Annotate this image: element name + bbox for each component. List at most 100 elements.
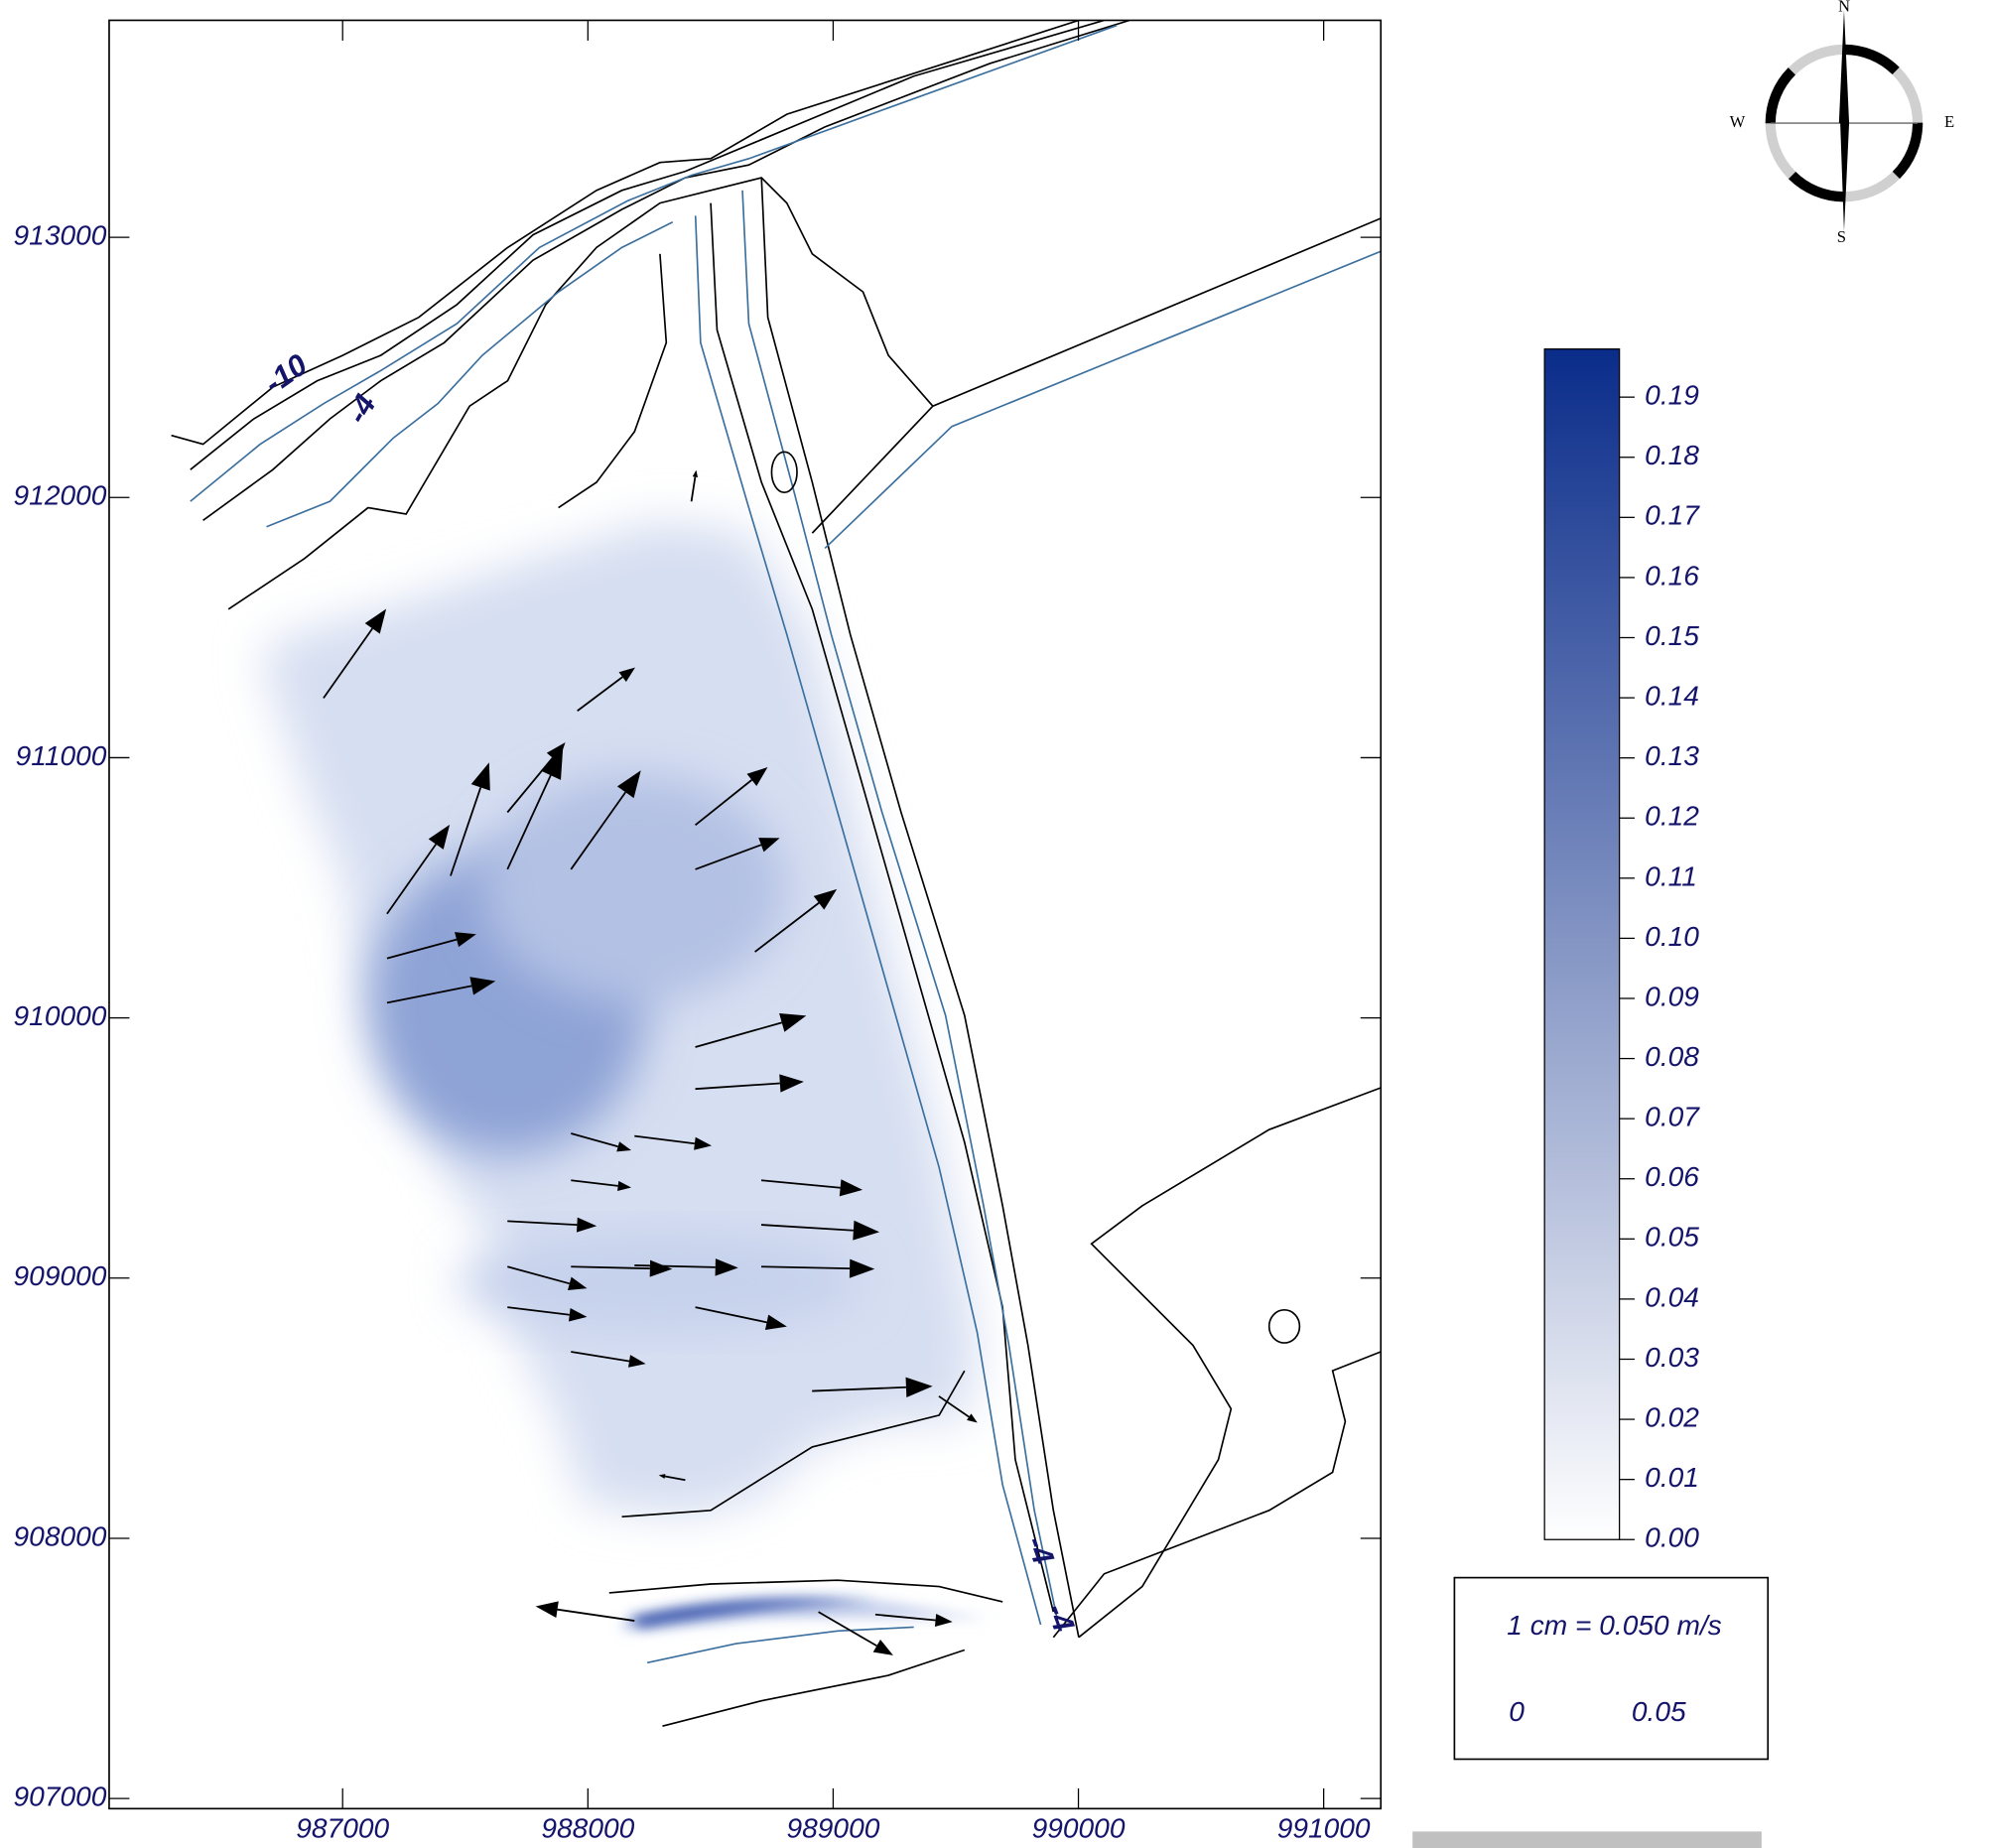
contour-line	[811, 217, 1382, 534]
velocity-arrow-shaft	[507, 1265, 571, 1285]
contour-line	[646, 1626, 914, 1664]
velocity-arrow	[571, 1351, 646, 1368]
velocity-arrow-shaft	[571, 1132, 618, 1148]
contour-label: -4	[339, 388, 383, 429]
velocity-arrow-shaft	[695, 844, 762, 870]
velocity-arrow	[658, 1474, 686, 1482]
y-tick-label: 908000	[14, 1520, 107, 1551]
colorbar-tick-label: 0.04	[1645, 1281, 1699, 1312]
speed-field	[457, 1231, 863, 1333]
colorbar-tick-label: 0.19	[1645, 380, 1699, 411]
velocity-arrow-shaft	[507, 1220, 578, 1227]
velocity-arrow-shaft	[812, 1386, 906, 1392]
velocity-arrow-head	[779, 1074, 804, 1093]
velocity-arrow	[507, 1217, 597, 1233]
colorbar-tick-label: 0.17	[1645, 500, 1700, 531]
velocity-arrow-shaft	[695, 1021, 782, 1048]
velocity-arrow-head	[617, 1180, 632, 1191]
velocity-arrow-shaft	[570, 791, 626, 870]
velocity-arrow-shaft	[450, 787, 482, 876]
velocity-arrow-shaft	[571, 1265, 650, 1270]
velocity-arrow-head	[428, 824, 451, 850]
scroll-bar	[1412, 1831, 1762, 1848]
velocity-arrow-shaft	[695, 1306, 767, 1324]
velocity-arrow-head	[469, 977, 496, 995]
colorbar-tick-label: 0.02	[1645, 1402, 1699, 1433]
contour-line	[741, 190, 1061, 1632]
contour-line	[227, 177, 934, 610]
colorbar-tick-label: 0.03	[1645, 1342, 1699, 1373]
velocity-arrow	[818, 1611, 893, 1655]
velocity-arrow-head	[694, 1136, 713, 1150]
velocity-arrow	[571, 1132, 632, 1152]
velocity-arrow-shaft	[634, 1134, 696, 1145]
velocity-arrow-shaft	[386, 844, 437, 915]
velocity-arrow-head	[872, 1639, 893, 1655]
velocity-arrow-head	[764, 1314, 787, 1331]
velocity-arrow-shaft	[818, 1611, 877, 1648]
velocity-arrow-head	[905, 1377, 933, 1397]
velocity-arrow-head	[364, 608, 387, 634]
compass-label: E	[1944, 112, 1954, 131]
velocity-arrow-shaft	[695, 1082, 780, 1091]
velocity-arrow-head	[470, 762, 490, 791]
speed-field	[627, 1599, 876, 1628]
contour-line	[662, 1649, 966, 1728]
velocity-arrow	[634, 1258, 738, 1276]
velocity-arrow-shaft	[323, 627, 373, 699]
colorbar-tick-label: 0.07	[1645, 1102, 1700, 1132]
velocity-arrow-shaft	[664, 1475, 686, 1482]
y-tick-label: 912000	[14, 480, 107, 511]
contour-line	[824, 250, 1382, 550]
colorbar-tick-label: 0.06	[1645, 1161, 1699, 1192]
velocity-arrow-head	[618, 667, 636, 683]
legend-label: 1 cm = 0.050 m/s	[1507, 1610, 1721, 1641]
contour-line	[1078, 1087, 1382, 1639]
contour-line	[171, 20, 1080, 446]
velocity-arrow-head	[779, 1013, 807, 1032]
velocity-arrow-head	[746, 767, 768, 786]
velocity-arrow	[695, 1306, 787, 1331]
contour-label: -4	[1019, 1531, 1061, 1569]
velocity-arrow-head	[535, 1601, 559, 1619]
velocity-arrow-shaft	[386, 985, 472, 1004]
compass-needle	[1838, 10, 1850, 124]
velocity-arrow-shaft	[938, 1395, 970, 1418]
velocity-arrow-head	[628, 1355, 646, 1368]
velocity-arrow-shaft	[760, 1224, 854, 1232]
x-tick-label: 989000	[787, 1813, 880, 1844]
colorbar-tick-label: 0.14	[1645, 681, 1699, 712]
velocity-arrow	[386, 824, 451, 915]
x-tick-label: 991000	[1277, 1813, 1371, 1844]
velocity-arrow-shaft	[571, 1179, 618, 1187]
velocity-arrow-shaft	[760, 1179, 841, 1189]
velocity-arrow	[386, 977, 496, 1004]
velocity-arrow-head	[649, 1259, 673, 1277]
velocity-arrow-head	[567, 1276, 588, 1291]
legend-box	[1453, 1576, 1770, 1761]
compass-label: S	[1837, 227, 1846, 246]
y-tick-label: 911000	[16, 740, 107, 771]
velocity-arrow	[386, 932, 476, 960]
velocity-arrow	[450, 762, 490, 876]
velocity-arrow	[760, 1179, 863, 1197]
velocity-arrow-shaft	[761, 1265, 851, 1270]
compass-label: N	[1838, 0, 1850, 15]
velocity-arrow-shaft	[874, 1613, 936, 1622]
velocity-arrow	[695, 1074, 804, 1093]
velocity-arrow-head	[934, 1613, 953, 1627]
velocity-arrow	[535, 1601, 635, 1622]
y-tick-label: 913000	[14, 220, 107, 251]
contour-line	[608, 1579, 1003, 1603]
velocity-arrow	[577, 667, 636, 712]
velocity-arrow	[761, 1258, 875, 1278]
velocity-arrow	[323, 608, 387, 699]
velocity-arrow	[694, 767, 768, 827]
velocity-arrow	[571, 1259, 673, 1277]
velocity-arrow-shaft	[506, 774, 552, 870]
y-tick-label: 909000	[14, 1260, 107, 1291]
contour-line	[1052, 1351, 1382, 1639]
colorbar-tick-label: 0.08	[1645, 1041, 1699, 1072]
colorbar-tick-label: 0.10	[1645, 921, 1699, 952]
velocity-arrow-head	[839, 1179, 863, 1197]
